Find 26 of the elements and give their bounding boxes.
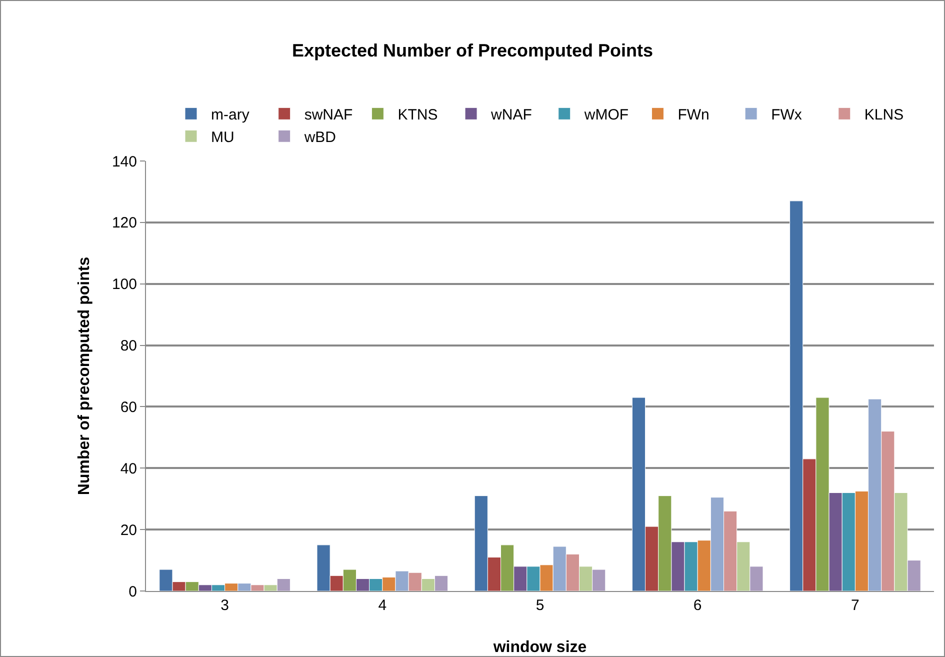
x-tick-label: 3: [220, 597, 229, 614]
y-tick-label: 100: [112, 276, 137, 294]
legend-label: KLNS: [864, 106, 904, 124]
x-axis-title: window size: [492, 639, 587, 656]
y-tick-label: 140: [112, 153, 137, 170]
y-tick-label: 80: [120, 338, 137, 355]
y-tick-label: 0: [128, 583, 137, 600]
x-tick-label: 6: [693, 597, 702, 614]
legend-label: FWx: [771, 106, 802, 124]
legend-label: wNAF: [490, 106, 532, 124]
x-tick-label: 5: [536, 597, 544, 614]
legend-label: wBD: [303, 129, 336, 146]
legend-label: swNAF: [304, 106, 353, 124]
y-axis-title: Number of precomputed points: [76, 256, 93, 496]
y-tick-label: 20: [120, 522, 137, 539]
legend-label: m-ary: [211, 106, 250, 124]
y-tick-label: 120: [112, 214, 137, 232]
x-tick-label: 4: [378, 597, 387, 614]
chart-title: Exptected Number of Precomputed Points: [292, 40, 654, 60]
x-tick-label: 7: [851, 597, 860, 614]
legend-label: KTNS: [398, 106, 438, 124]
legend-label: MU: [211, 129, 234, 146]
y-tick-label: 40: [120, 460, 137, 478]
legend-label: wMOF: [583, 106, 629, 124]
y-tick-label: 60: [120, 398, 137, 416]
legend-label: FWn: [678, 106, 710, 124]
